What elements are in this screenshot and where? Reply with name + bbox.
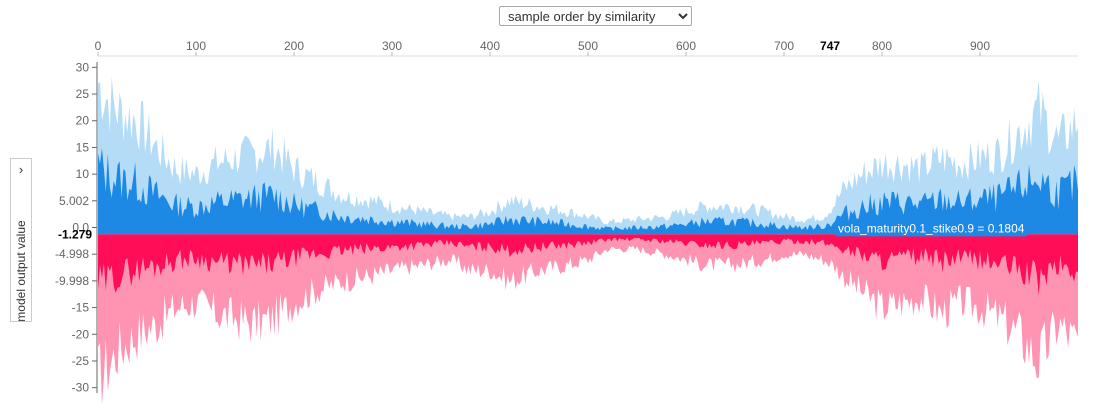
y-tick-label: 5.002 — [59, 194, 89, 208]
plot-area — [98, 76, 1078, 405]
x-tick-label: 200 — [284, 39, 304, 53]
sort-order-select[interactable]: sample order by similarity — [499, 6, 692, 26]
y-tick-label: 20 — [76, 114, 90, 128]
y-highlight-label: -1.279 — [58, 227, 92, 241]
y-tick-label: 10 — [76, 167, 90, 181]
y-tick-label: 30 — [76, 60, 90, 74]
x-highlight-label: 747 — [820, 39, 840, 53]
x-tick-label: 700 — [774, 39, 794, 53]
positive-band — [98, 234, 1078, 296]
y-tick-label: 25 — [76, 87, 90, 101]
hover-layer: vola_maturity0.1_stike0.9 = 0.1804 — [835, 220, 1028, 237]
y-tick-label: -9.998 — [55, 274, 89, 288]
y-axis-label-toggle[interactable]: › model output value — [10, 158, 32, 322]
hover-feature-label: vola_maturity0.1_stike0.9 = 0.1804 — [838, 221, 1025, 235]
y-tick-label: -4.998 — [55, 247, 89, 261]
x-tick-label: 500 — [578, 39, 598, 53]
x-tick-label: 900 — [970, 39, 990, 53]
x-axis: 0 100 200 300 400 500 600 700 800 900 747 — [95, 39, 1078, 57]
y-tick-label: 15 — [76, 140, 90, 154]
y-tick-label: -20 — [72, 327, 90, 341]
x-tick-label: 100 — [186, 39, 206, 53]
positive-band-light — [98, 234, 1078, 405]
y-tick-label: -25 — [72, 354, 90, 368]
x-tick-label: 300 — [382, 39, 402, 53]
x-tick-label: 400 — [480, 39, 500, 53]
x-tick-label: 0 — [95, 39, 102, 53]
y-axis: 30 25 20 15 10 5.002 0.0 -4.998 -9.998 -15 -20 -25 -… — [55, 60, 98, 395]
y-tick-label: -15 — [72, 301, 90, 315]
hover-label-bg — [835, 220, 1028, 237]
y-tick-label: -30 — [72, 381, 90, 395]
chevron-right-icon[interactable]: › — [18, 162, 24, 177]
x-tick-label: 600 — [676, 39, 696, 53]
y-tick-label: 0.0 — [72, 221, 89, 235]
x-tick-label: 800 — [872, 39, 892, 53]
